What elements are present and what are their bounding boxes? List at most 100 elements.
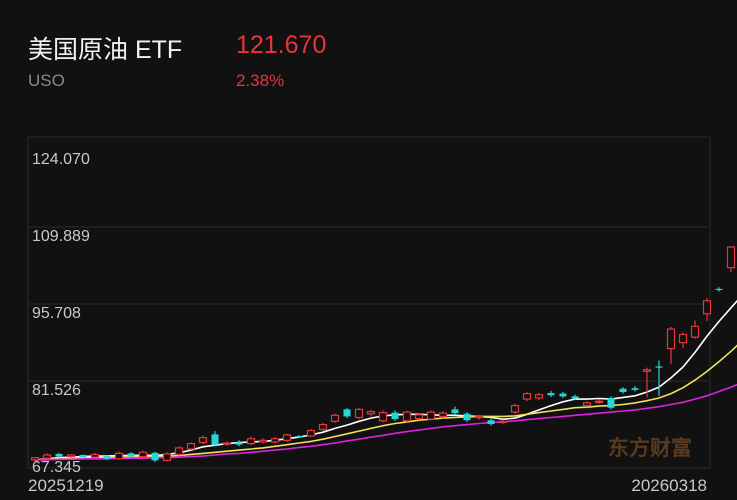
candle [414, 413, 424, 421]
candle-body [607, 397, 615, 408]
candle-body [463, 413, 471, 421]
candle [30, 457, 40, 461]
end-date: 20260318 [631, 476, 707, 495]
candle [607, 396, 615, 410]
candle-body [151, 452, 159, 461]
candle [391, 410, 399, 421]
candle [522, 392, 532, 402]
candle-body [594, 400, 604, 404]
candle-body [366, 410, 376, 415]
candle [318, 422, 328, 432]
candle [246, 436, 256, 446]
candle-body [498, 420, 508, 424]
candle [270, 437, 280, 444]
candle-body [114, 452, 124, 460]
candle [474, 414, 484, 420]
candle [354, 407, 364, 420]
candle [258, 438, 268, 444]
candle [282, 433, 292, 442]
candle [42, 453, 52, 460]
candle-body [510, 404, 520, 413]
candle-body [582, 402, 592, 407]
candle [55, 452, 63, 458]
candle-body [222, 442, 232, 445]
candle [559, 392, 567, 398]
candle [631, 386, 639, 392]
candle-body [306, 429, 316, 437]
candle-body [534, 394, 544, 399]
candle [487, 418, 495, 426]
candle [619, 387, 627, 394]
candle-body [330, 414, 340, 422]
candle [90, 452, 100, 459]
candle-body [438, 412, 448, 418]
candle [343, 407, 351, 419]
candle-body [715, 288, 723, 291]
candle-body [270, 438, 280, 443]
candle-body [631, 388, 639, 390]
candle [571, 394, 579, 401]
candle-body [66, 454, 76, 458]
candle-body [55, 453, 63, 457]
candle [138, 450, 148, 459]
candle [222, 441, 232, 446]
candle-body [318, 423, 328, 431]
candle-body [282, 434, 292, 441]
candle-body [391, 412, 399, 420]
candle-body [186, 442, 196, 450]
candle-body [127, 453, 135, 457]
candle [151, 451, 159, 463]
candle [642, 367, 652, 398]
candle [678, 332, 688, 349]
candle [235, 440, 243, 447]
y-tick-label: 81.526 [32, 382, 81, 399]
candle-body [103, 456, 111, 459]
candle [330, 413, 340, 423]
candle-body [414, 414, 424, 420]
candle-body [198, 437, 208, 444]
candle [114, 451, 124, 460]
candle-body [90, 453, 100, 458]
candle [306, 428, 316, 438]
candle [451, 406, 459, 415]
candle [655, 360, 663, 396]
candle-body [690, 325, 700, 338]
candle-body [678, 333, 688, 344]
candle-body [138, 451, 148, 458]
candle [295, 434, 303, 439]
candle [666, 326, 676, 365]
candle [690, 320, 700, 339]
candle-body [211, 434, 219, 445]
candle-body [474, 415, 484, 419]
candle-body [487, 420, 495, 425]
y-tick-label: 67.345 [32, 459, 81, 476]
candle [186, 442, 196, 451]
candle-body [162, 453, 172, 462]
y-axis-labels: 124.070 109.889 95.708 81.526 67.345 [32, 151, 90, 476]
candle [426, 410, 436, 421]
candles [30, 245, 736, 463]
candle [103, 454, 111, 460]
candle-body [79, 454, 87, 458]
y-tick-label: 124.070 [32, 151, 90, 168]
candle-body [295, 435, 303, 438]
candle [378, 410, 388, 423]
start-date: 20251219 [28, 476, 104, 495]
candle-body [547, 393, 555, 396]
candle [594, 399, 604, 404]
candle-body [378, 412, 388, 422]
candle [438, 411, 448, 419]
last-price: 121.670 [236, 31, 327, 59]
candle [702, 298, 712, 321]
candle [547, 390, 555, 397]
candle [463, 412, 471, 422]
candle [534, 393, 544, 401]
candle-body [702, 300, 712, 315]
candle [715, 287, 723, 292]
candle-body [42, 454, 52, 459]
candle-body [354, 408, 364, 419]
y-tick-label: 95.708 [32, 305, 81, 322]
watermark: 东方财富 [608, 436, 692, 460]
candle-body [246, 438, 256, 445]
